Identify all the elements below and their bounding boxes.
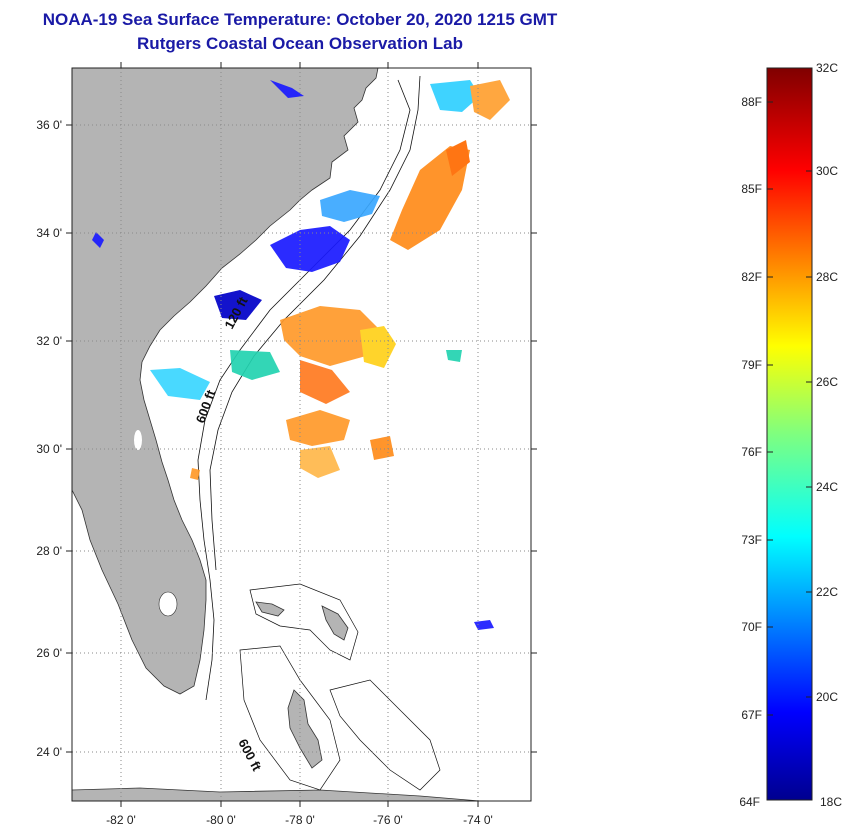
colorbar-f-label: 76F bbox=[741, 445, 762, 459]
map-frame bbox=[71, 67, 532, 802]
land-cuba bbox=[72, 787, 481, 801]
lat-label: 32 0' bbox=[36, 334, 62, 348]
isobath-line bbox=[239, 645, 341, 791]
colorbar-f-label: 67F bbox=[741, 708, 762, 722]
colorbar-c-label: 30C bbox=[816, 164, 838, 178]
colorbar-f-label: 82F bbox=[741, 270, 762, 284]
isobath-line bbox=[197, 79, 411, 701]
isobath-line bbox=[329, 679, 441, 791]
lake-okeechobee bbox=[158, 591, 178, 617]
lat-label: 24 0' bbox=[36, 745, 62, 759]
color-bar: 32C 88F 85F 82F 79F 76F 73F 70F 67F 30C … bbox=[739, 61, 842, 809]
colorbar-bottom-c-label: 18C bbox=[820, 795, 842, 809]
lat-lon-grid bbox=[72, 68, 531, 801]
colorbar-c-label: 26C bbox=[816, 375, 838, 389]
map-subtitle: Rutgers Coastal Ocean Observation Lab bbox=[137, 34, 463, 53]
colorbar-f-label: 88F bbox=[741, 95, 762, 109]
colorbar-c-label: 28C bbox=[816, 270, 838, 284]
color-scale bbox=[766, 67, 813, 801]
lat-label: 36 0' bbox=[36, 118, 62, 132]
land-bahamas-grand bbox=[255, 601, 285, 617]
lat-label: 30 0' bbox=[36, 442, 62, 456]
map-title: NOAA-19 Sea Surface Temperature: October… bbox=[42, 10, 558, 29]
frame-ticks bbox=[66, 62, 537, 807]
lat-label: 34 0' bbox=[36, 226, 62, 240]
colorbar-f-label: 73F bbox=[741, 533, 762, 547]
lake-shape bbox=[134, 430, 142, 450]
colorbar-c-label: 20C bbox=[816, 690, 838, 704]
lon-label: -82 0' bbox=[106, 813, 136, 827]
lon-label: -80 0' bbox=[206, 813, 236, 827]
colorbar-c-label: 22C bbox=[816, 585, 838, 599]
lon-label: -76 0' bbox=[373, 813, 403, 827]
colorbar-c-label: 24C bbox=[816, 480, 838, 494]
land-bahamas-andros bbox=[287, 689, 323, 769]
colorbar-f-label: 70F bbox=[741, 620, 762, 634]
lat-label: 28 0' bbox=[36, 544, 62, 558]
colorbar-top-label: 32C bbox=[816, 61, 838, 75]
lat-label: 26 0' bbox=[36, 646, 62, 660]
colorbar-ticks bbox=[767, 101, 812, 716]
land-bahamas-abaco bbox=[321, 605, 349, 641]
colorbar-bottom-f-label: 64F bbox=[739, 795, 760, 809]
colorbar-f-label: 79F bbox=[741, 358, 762, 372]
isobath-line bbox=[249, 583, 359, 661]
sst-data-layer bbox=[92, 80, 510, 630]
map-panel: 36 0' 34 0' 32 0' 30 0' 28 0' 26 0' 24 0… bbox=[36, 62, 537, 827]
land-mainland bbox=[72, 68, 379, 695]
lon-label: -74 0' bbox=[463, 813, 493, 827]
colorbar-f-label: 85F bbox=[741, 182, 762, 196]
lon-label: -78 0' bbox=[285, 813, 315, 827]
